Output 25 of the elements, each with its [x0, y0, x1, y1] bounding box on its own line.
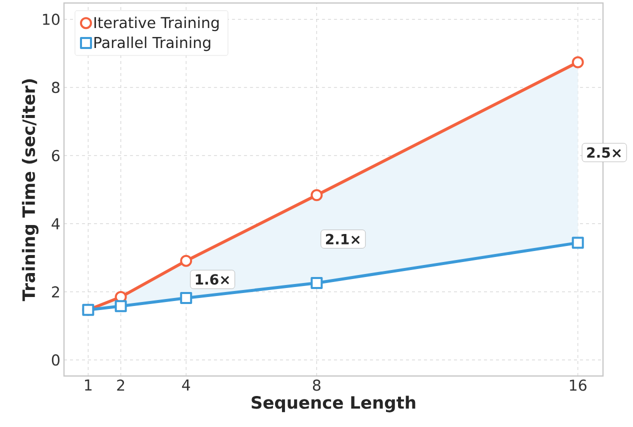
- annotation: 1.6×: [196, 274, 230, 285]
- y-tick-label: 10: [43, 14, 60, 26]
- point: [180, 254, 192, 267]
- point: [572, 236, 584, 249]
- y-axis-title: Training Time (sec/iter): [22, 79, 39, 302]
- x-tick-label: 8: [312, 380, 320, 391]
- y-tick-label: 0: [52, 354, 60, 366]
- annotation: 2.5×: [587, 147, 621, 158]
- point: [310, 276, 323, 289]
- legend-label: Parallel Training: [94, 36, 210, 52]
- x-tick-label: 16: [570, 380, 586, 391]
- x-axis-title: Sequence Length: [252, 396, 416, 412]
- point: [114, 300, 127, 312]
- x-tick-label: 2: [117, 380, 124, 391]
- legend-label: Iterative Training: [94, 16, 219, 32]
- y-tick-label: 8: [52, 82, 60, 94]
- point: [180, 292, 192, 304]
- y-tick-label: 4: [52, 218, 60, 230]
- x-tick-label: 4: [182, 380, 190, 390]
- annotation: 2.1×: [326, 234, 360, 244]
- y-tick-label: 2: [52, 286, 59, 298]
- x-tick-label: 1: [85, 380, 92, 390]
- y-tick-label: 6: [52, 150, 60, 162]
- point: [310, 189, 323, 202]
- point: [572, 56, 584, 68]
